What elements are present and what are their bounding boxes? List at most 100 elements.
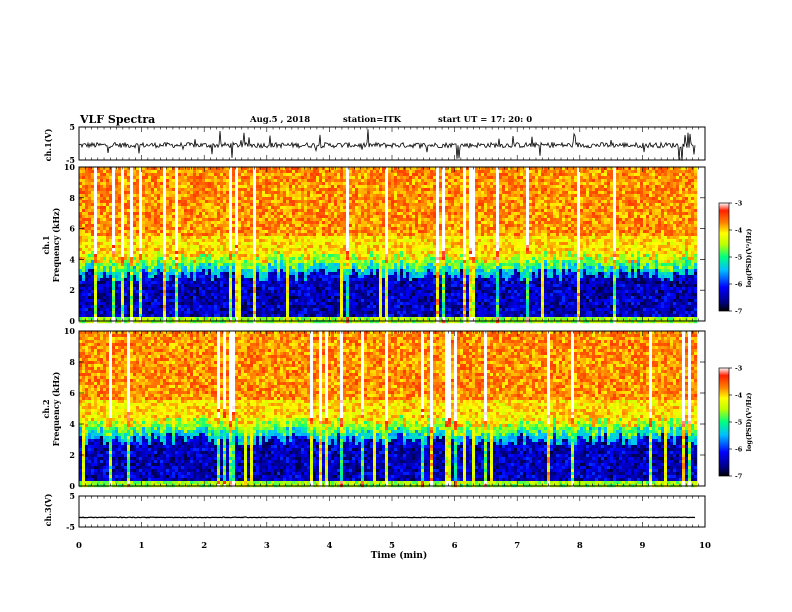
ch1-spectrogram-cell — [292, 239, 296, 243]
ch1-spectrogram-cell — [316, 251, 320, 255]
ch1-spectrogram-cell — [238, 254, 242, 258]
ch1-spectrogram-cell — [253, 287, 257, 291]
ch1-spectrogram-cell — [193, 203, 197, 207]
ch1-spectrogram-cell — [340, 221, 344, 225]
ch1-spectrogram-cell — [115, 284, 119, 288]
ch1-spectrogram-cell — [250, 227, 254, 231]
ch1-spectrogram-cell — [166, 206, 170, 210]
ch1-spectrogram-cell — [157, 203, 161, 207]
ch1-spectrogram-cell — [112, 197, 116, 201]
ch1-spectrogram-cell — [88, 317, 92, 321]
ch1-spectrogram-cell — [259, 293, 263, 297]
ch1-spectrogram-cell — [346, 200, 350, 204]
ch1-spectrogram-cell — [169, 248, 173, 252]
ch1-spectrogram-cell — [340, 293, 344, 297]
ch1-spectrogram-cell — [94, 296, 98, 300]
ch1-spectrogram-cell — [109, 293, 113, 297]
ch1-spectrogram-cell — [352, 224, 356, 228]
ch1-spectrogram-cell — [88, 254, 92, 258]
ch1-spectrogram-cell — [235, 221, 239, 225]
ch1-spectrogram-cell — [82, 248, 86, 252]
ch1-spectrogram-cell — [166, 269, 170, 273]
ch1-spectrogram-cell — [169, 218, 173, 222]
ch1-spectrogram-cell — [118, 275, 122, 279]
ch1-spectrogram-cell — [145, 185, 149, 189]
ch1-spectrogram-cell — [178, 254, 182, 258]
ch1-spectrogram-cell — [340, 254, 344, 258]
ch1-spectrogram-cell — [139, 266, 143, 270]
ch1-spectrogram-cell — [130, 299, 134, 303]
ch1-spectrogram-cell — [316, 197, 320, 201]
ch1-spectrogram-cell — [154, 290, 158, 294]
ch1-spectrogram-cell — [85, 263, 89, 267]
ch1-spectrogram-cell — [145, 176, 149, 180]
ch1-spectrogram-cell — [316, 299, 320, 303]
ch1-spectrogram-cell — [82, 320, 86, 324]
ch1-spectrogram-cell — [265, 302, 269, 306]
ch1-spectrogram-cell — [214, 239, 218, 243]
ch1-spectrogram-cell — [247, 257, 251, 261]
ch1-spectrogram-cell — [124, 179, 128, 183]
ch1-spectrogram-cell — [286, 269, 290, 273]
ch1-waveform-panel: 5-5 — [66, 122, 706, 165]
ch1-spectrogram-cell — [223, 194, 227, 198]
ch1-spectrogram-cell — [100, 320, 104, 324]
ch1-spectrogram-cell — [121, 206, 125, 210]
ch1-spectrogram-cell — [196, 203, 200, 207]
ch1-spectrogram-cell — [325, 311, 329, 315]
ch1-spectrogram-cell — [193, 206, 197, 210]
ch1-spectrogram-cell — [142, 245, 146, 249]
ch1-spectrogram-cell — [139, 227, 143, 231]
ch1-spectrogram-cell — [94, 281, 98, 285]
ch1-spectrogram-cell — [79, 224, 83, 228]
ch1-spectrogram-cell — [109, 200, 113, 204]
ch1-spectrogram-cell — [130, 194, 134, 198]
ch1-spectrogram-cell — [136, 209, 140, 213]
ch1-spectrogram-cell — [217, 203, 221, 207]
ch1-spectrogram-cell — [94, 320, 98, 324]
ch1-spectrogram-cell — [103, 290, 107, 294]
ch1-spectrogram-cell — [226, 242, 230, 246]
start-time-label: start UT = 17: 20: 0 — [438, 115, 532, 125]
ch1-spectrogram-cell — [154, 287, 158, 291]
ch1-spectrogram-cell — [142, 203, 146, 207]
ch1-spectrogram-cell — [319, 188, 323, 192]
ch1-spectrogram-cell — [298, 284, 302, 288]
ch1-spectrogram-cell — [106, 320, 110, 324]
ch1-spectrogram-cell — [109, 218, 113, 222]
ch1-spectrogram-cell — [346, 308, 350, 312]
ch1-spectrogram-cell — [106, 314, 110, 318]
ch1-spectrogram-cell — [187, 278, 191, 282]
ch1-spectrogram-cell — [160, 191, 164, 195]
ch1-spectrogram-cell — [190, 173, 194, 177]
ch1-spectrogram-cell — [91, 200, 95, 204]
ch1-spectrogram-cell — [121, 284, 125, 288]
ch1-spectrogram-cell — [292, 200, 296, 204]
ch1-spectrogram-cell — [271, 176, 275, 180]
ch1-spectrogram-cell — [253, 260, 257, 264]
ch1-spectrogram-cell — [91, 197, 95, 201]
ch1-spectrogram-cell — [148, 317, 152, 321]
ch1-spectrogram-cell — [172, 188, 176, 192]
ch1-spectrogram-cell — [316, 296, 320, 300]
ch1-spectrogram-cell — [334, 254, 338, 258]
ch1-spectrogram-cell — [277, 227, 281, 231]
ch1-spectrogram-cell — [139, 308, 143, 312]
ch1-spectrogram-cell — [133, 191, 137, 195]
ch1-spectrogram-cell — [235, 266, 239, 270]
ch1-spectrogram-cell — [139, 305, 143, 309]
ch1-spectrogram-cell — [346, 284, 350, 288]
ch1-spectrogram-cell — [79, 200, 83, 204]
ch1-spectrogram-cell — [295, 224, 299, 228]
ch1-spectrogram-cell — [148, 200, 152, 204]
ch1-spectrogram-cell — [277, 218, 281, 222]
ch1-spectrogram-cell — [133, 194, 137, 198]
ch1-spectrogram-cell — [283, 245, 287, 249]
ch1-spectrogram-cell — [220, 269, 224, 273]
ch1-spectrogram-cell — [118, 167, 122, 171]
ch1-spectrogram-cell — [91, 320, 95, 324]
ch1-spectrogram-cell — [88, 200, 92, 204]
ch1-spectrogram-cell — [82, 203, 86, 207]
ch1-spectrogram-cell — [247, 212, 251, 216]
ch1-spectrogram-cell — [319, 185, 323, 189]
